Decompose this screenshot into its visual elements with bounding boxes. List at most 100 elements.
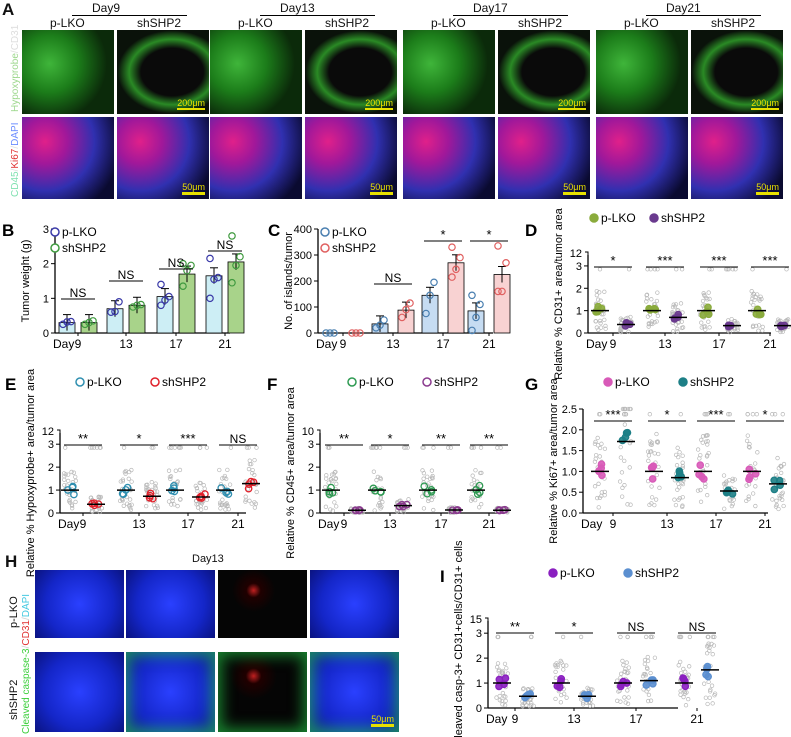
data-point	[376, 487, 385, 496]
data-point	[472, 313, 480, 322]
y-tick-label: 3	[43, 224, 49, 236]
significance-label: **	[339, 431, 349, 446]
legend-marker	[347, 377, 357, 387]
data-point	[448, 273, 456, 281]
y-tick-label: 1	[308, 485, 314, 497]
x-axis-label: Day	[586, 337, 607, 351]
y-tick-label-break: 15	[470, 614, 482, 626]
data-point	[648, 475, 657, 483]
data-point	[618, 436, 627, 445]
day-bracket-line	[646, 15, 761, 16]
data-point	[206, 254, 214, 263]
day-bracket-line	[72, 15, 187, 16]
bar	[447, 262, 465, 334]
legend-label: p-LKO	[87, 375, 122, 389]
legend-label: p-LKO	[601, 211, 636, 225]
data-point	[380, 316, 388, 324]
data-point	[475, 481, 484, 490]
data-point	[696, 461, 705, 469]
data-point	[422, 309, 430, 318]
significance-label: *	[610, 253, 615, 268]
data-point	[249, 478, 258, 487]
data-point	[456, 253, 464, 262]
data-point	[352, 329, 360, 337]
y-tick-label: 0	[308, 508, 314, 520]
group-label-p-lko: p-LKO	[431, 16, 466, 30]
caspase-cd31-dapi-image	[218, 652, 307, 732]
data-point	[107, 308, 115, 317]
x-tick-label: 17	[712, 337, 726, 351]
day-label-day9: Day9	[92, 1, 121, 15]
x-tick-label: 17	[709, 517, 723, 531]
y-axis-label: Tumor weight (g)	[20, 240, 32, 323]
data-point	[623, 428, 632, 437]
data-point	[476, 300, 484, 309]
data-point	[473, 490, 482, 498]
panel-h-title: Day13	[192, 553, 224, 565]
significance-label: NS	[70, 286, 87, 300]
group-label-shshp2: shSHP2	[711, 16, 756, 30]
data-point	[236, 252, 244, 261]
data-point	[770, 485, 779, 494]
x-axis-label: Day	[316, 337, 337, 351]
legend-marker	[589, 213, 599, 223]
chart-panel-f: F 0 1 2 310 Day 9 13 17 21 Relative % CD45+ area/t…	[267, 375, 511, 559]
scale-bar: 200μm	[365, 98, 393, 110]
data-point	[376, 321, 384, 330]
chart-panel-c: C 0 100 200 300 400 Day 9 13 17 21 No. of islands/t…	[268, 221, 511, 351]
x-tick-label: 9	[512, 712, 519, 726]
data-point	[616, 682, 625, 691]
significance-label: NS	[689, 620, 706, 634]
panel-letter: E	[5, 375, 16, 394]
y-tick-label: 3	[476, 628, 482, 640]
significance-label: ***	[605, 407, 620, 422]
data-point	[228, 278, 236, 287]
y-tick-label: 3	[576, 261, 582, 273]
data-point	[129, 303, 137, 311]
x-axis-label: Day	[53, 337, 74, 351]
caspase-cd31-dapi-image	[35, 652, 124, 732]
significance-label: *	[440, 227, 445, 242]
significance-label: *	[486, 227, 491, 242]
data-point	[214, 273, 222, 282]
significance-label: ***	[657, 253, 672, 268]
y-axis-label: Relative % CD45+ area/tumor area	[285, 386, 297, 558]
significance-label: **	[484, 431, 494, 446]
caspase-cd31-dapi-image	[310, 570, 399, 638]
data-point	[642, 681, 651, 689]
panel-letter-a: A	[2, 0, 15, 19]
significance-label: ***	[711, 253, 726, 268]
data-point	[468, 291, 476, 300]
x-tick-label: 13	[658, 337, 672, 351]
caspase-cd31-dapi-image	[126, 652, 215, 732]
data-point	[232, 261, 240, 270]
significance-label: NS	[628, 620, 645, 634]
scale-bar: 50μm	[371, 714, 394, 727]
group-label-p-lko: p-LKO	[238, 16, 273, 30]
significance-label: NS	[217, 238, 234, 252]
x-tick-label: 21	[231, 517, 245, 531]
y-tick-label: 0	[43, 328, 49, 340]
row-label-p-lko: p-LKO	[8, 596, 20, 628]
panel-letter: I	[440, 567, 445, 586]
hypoxyprobe-cd31-image	[596, 30, 688, 114]
y-tick-label: 0	[476, 703, 482, 715]
data-point	[703, 662, 712, 671]
x-tick-label: 13	[119, 337, 133, 351]
significance-label: NS	[168, 256, 185, 270]
data-point	[348, 329, 356, 337]
legend-label: p-LKO	[615, 375, 650, 389]
y-tick-label: 1	[476, 678, 482, 690]
hypoxyprobe-cd31-image: 200μm	[691, 30, 783, 114]
cd45-ki67-dapi-image	[22, 117, 114, 199]
significance-label: *	[387, 431, 392, 446]
data-point	[133, 301, 141, 310]
data-point	[217, 484, 226, 492]
data-point	[452, 265, 460, 274]
y-tick-label-break: 10	[302, 426, 314, 438]
data-point	[670, 314, 679, 323]
significance-label: *	[136, 431, 141, 446]
data-point	[699, 475, 708, 483]
hypoxyprobe-cd31-image	[210, 30, 302, 114]
